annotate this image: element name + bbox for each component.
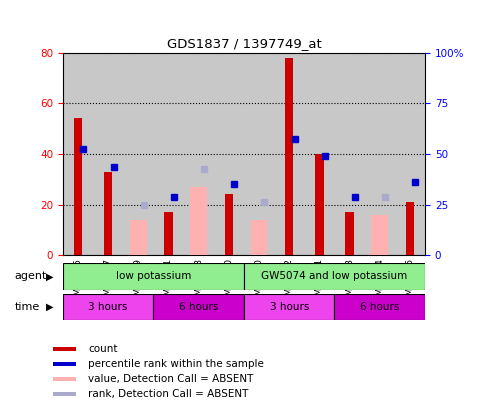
Bar — [53, 347, 76, 351]
Bar — [251, 220, 267, 255]
Bar — [244, 294, 334, 320]
Bar — [164, 212, 173, 255]
Text: 6 hours: 6 hours — [179, 302, 218, 312]
Bar — [225, 194, 233, 255]
Bar — [123, 53, 154, 255]
Text: rank, Detection Call = ABSENT: rank, Detection Call = ABSENT — [88, 389, 248, 399]
Text: time: time — [14, 302, 40, 312]
Text: 3 hours: 3 hours — [270, 302, 309, 312]
Bar — [104, 172, 112, 255]
Bar — [190, 187, 207, 255]
Bar — [365, 53, 395, 255]
Text: 6 hours: 6 hours — [360, 302, 399, 312]
Bar — [371, 215, 388, 255]
Bar — [154, 53, 184, 255]
Bar — [130, 220, 146, 255]
Bar — [304, 53, 334, 255]
Text: agent: agent — [14, 271, 47, 281]
Bar — [63, 263, 244, 290]
Bar — [63, 294, 154, 320]
Text: ▶: ▶ — [46, 271, 54, 281]
Text: 3 hours: 3 hours — [88, 302, 128, 312]
Bar — [334, 53, 365, 255]
Bar — [285, 58, 293, 255]
Bar — [406, 202, 414, 255]
Bar — [63, 53, 93, 255]
Bar — [73, 118, 82, 255]
Bar — [154, 294, 244, 320]
Text: percentile rank within the sample: percentile rank within the sample — [88, 359, 264, 369]
Bar — [395, 53, 425, 255]
Bar — [53, 392, 76, 396]
Bar — [345, 212, 354, 255]
Bar — [244, 53, 274, 255]
Text: ▶: ▶ — [46, 302, 54, 312]
Bar — [184, 53, 213, 255]
Text: low potassium: low potassium — [115, 271, 191, 281]
Bar — [335, 294, 425, 320]
Bar — [53, 377, 76, 381]
Bar — [213, 53, 244, 255]
Bar — [93, 53, 123, 255]
Title: GDS1837 / 1397749_at: GDS1837 / 1397749_at — [167, 37, 321, 50]
Bar — [244, 263, 425, 290]
Bar — [53, 362, 76, 366]
Bar — [274, 53, 304, 255]
Text: GW5074 and low potassium: GW5074 and low potassium — [261, 271, 408, 281]
Bar — [315, 154, 324, 255]
Text: count: count — [88, 344, 117, 354]
Text: value, Detection Call = ABSENT: value, Detection Call = ABSENT — [88, 374, 253, 384]
